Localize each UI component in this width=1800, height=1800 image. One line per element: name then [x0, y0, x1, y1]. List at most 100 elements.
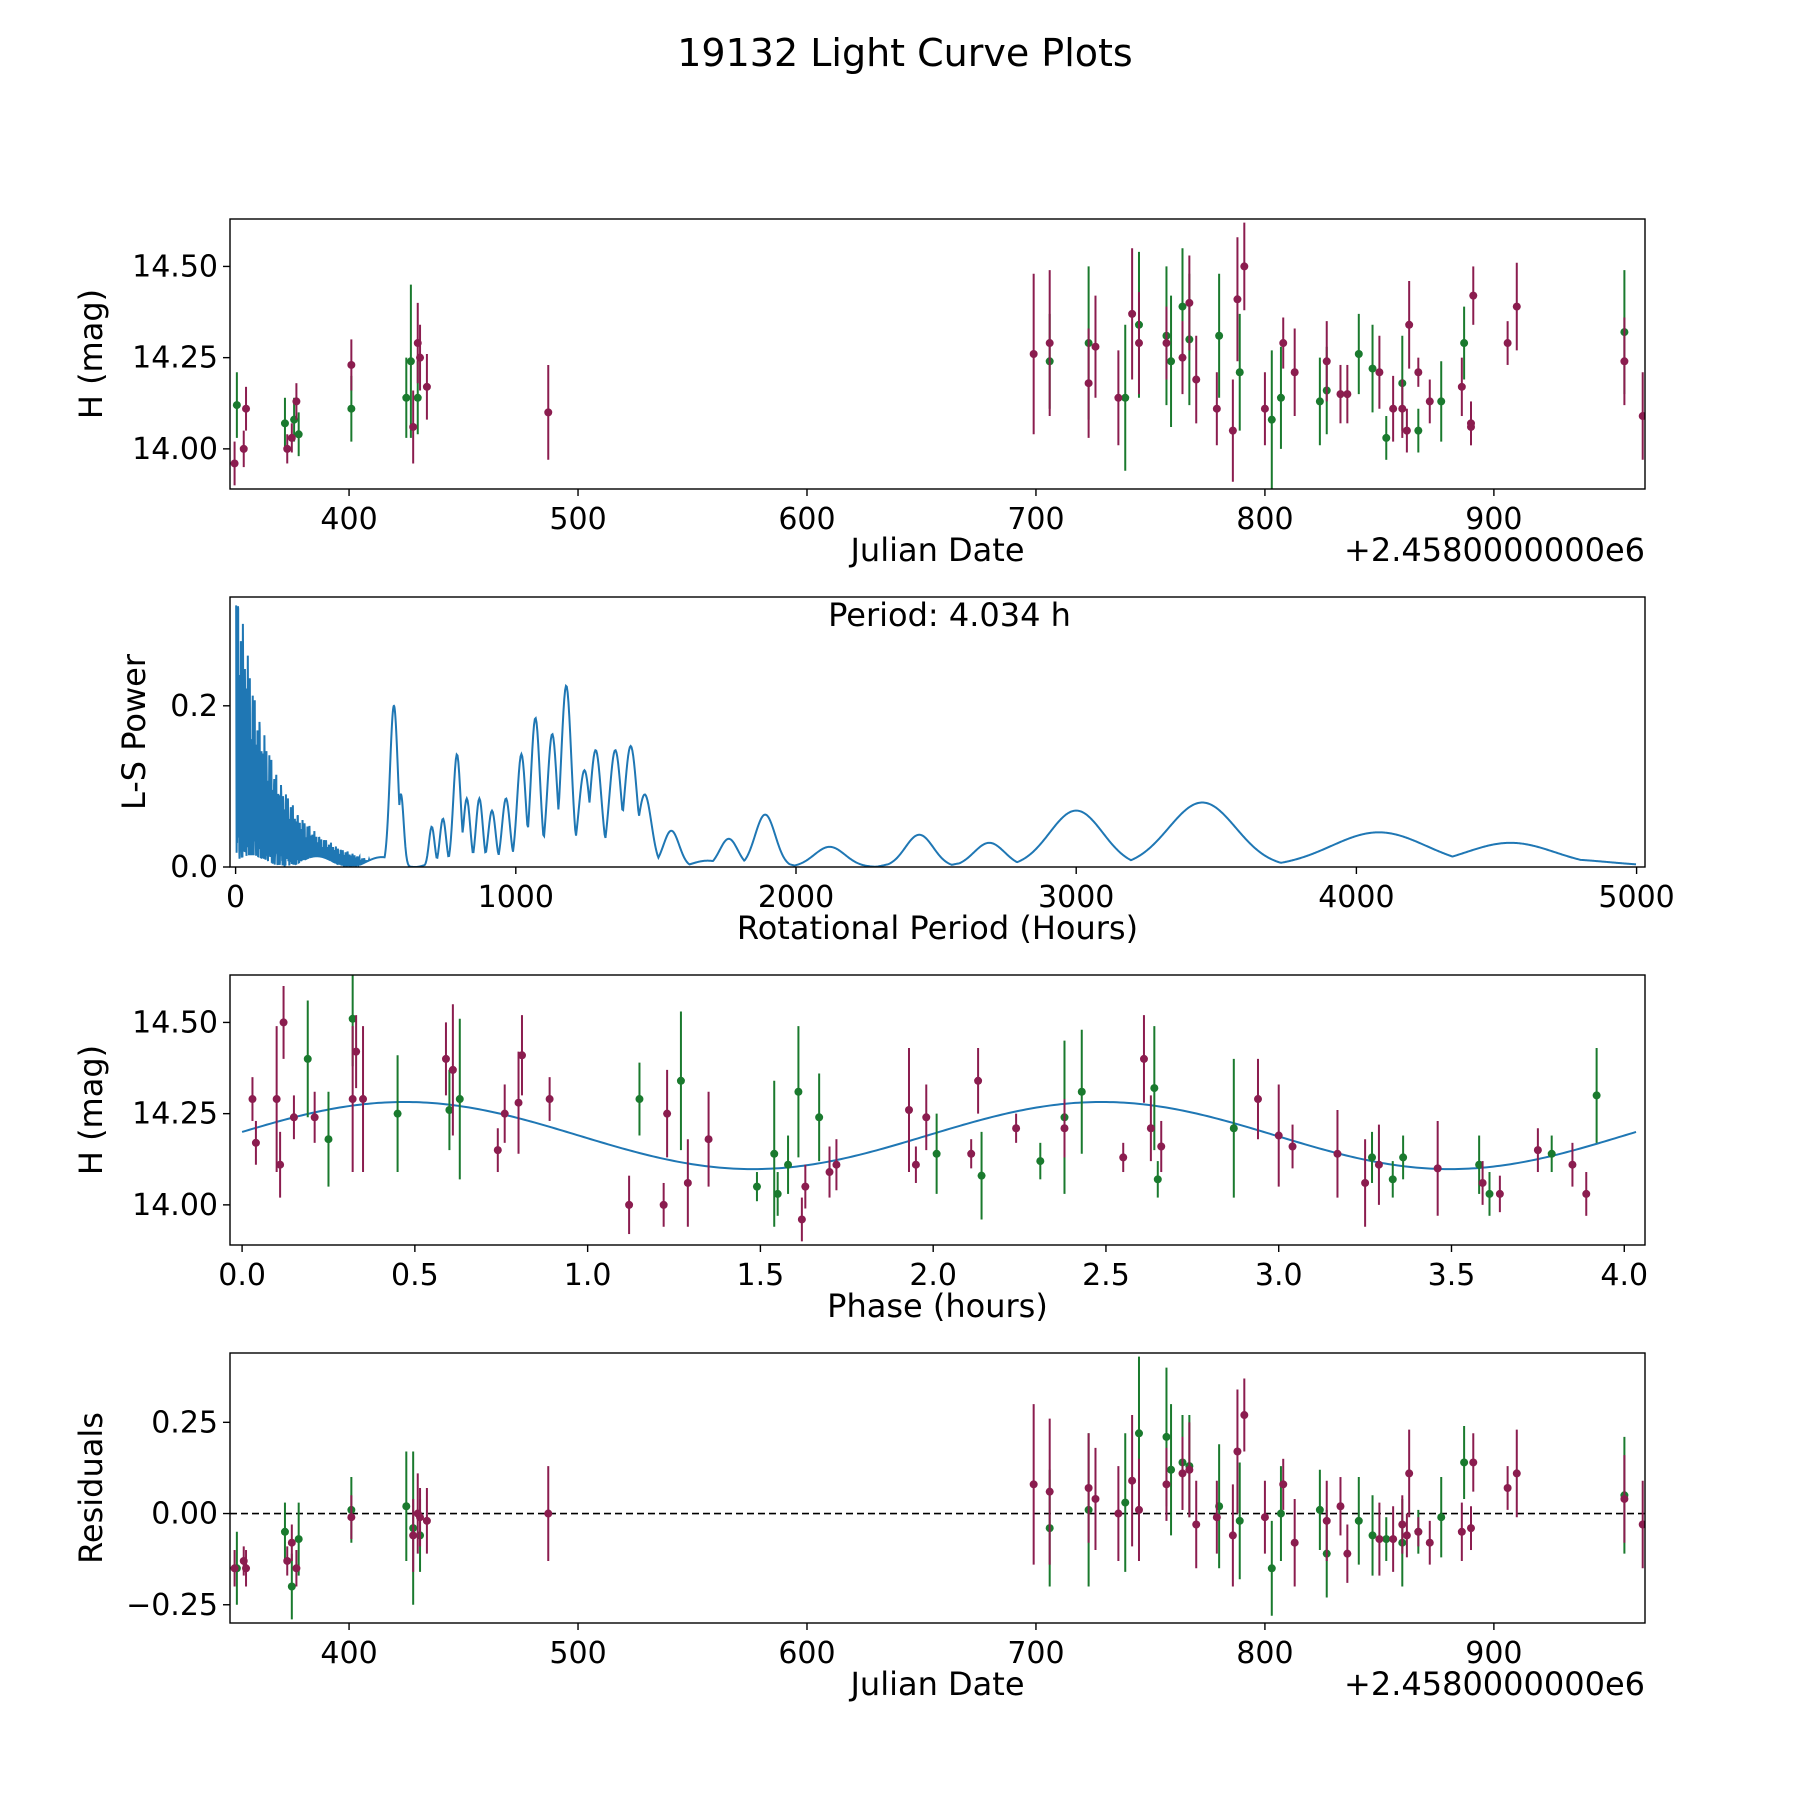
data-point [280, 419, 289, 428]
data-point [773, 1189, 782, 1198]
data-point [406, 357, 415, 366]
data-point [1620, 357, 1629, 366]
x-tick-label: 500 [549, 502, 606, 537]
data-point [1077, 1087, 1086, 1096]
data-point [1192, 375, 1201, 384]
data-point [422, 1516, 431, 1525]
x-tick-label: 900 [1465, 502, 1522, 537]
data-point [1512, 1469, 1521, 1478]
data-point [1212, 404, 1221, 413]
data-point [1267, 415, 1276, 424]
data-point [1399, 1153, 1408, 1162]
x-offset-label: +2.4580000000e6 [1344, 1665, 1645, 1703]
data-point [1157, 1142, 1166, 1151]
data-point [416, 1513, 425, 1522]
data-point [251, 1138, 260, 1147]
data-point [1276, 393, 1285, 402]
data-point [1460, 1458, 1469, 1467]
data-point [1503, 1484, 1512, 1492]
data-point [517, 1051, 526, 1060]
data-point [1235, 368, 1244, 377]
data-point [1437, 397, 1446, 406]
data-point [1375, 368, 1384, 377]
data-point [287, 1538, 296, 1547]
x-tick-label: 500 [549, 1636, 606, 1671]
data-point [1466, 1524, 1475, 1533]
data-point [544, 408, 553, 417]
data-point [1253, 1095, 1262, 1104]
data-point [752, 1182, 761, 1191]
data-point [1228, 426, 1237, 435]
data-point [1402, 1531, 1411, 1540]
data-point [1475, 1160, 1484, 1169]
data-point [1139, 1054, 1148, 1063]
x-tick-label: 1.0 [564, 1258, 612, 1293]
data-point [794, 1087, 803, 1096]
periodogram-frame [229, 596, 1646, 868]
data-point [784, 1160, 793, 1169]
residuals-frame [229, 1352, 1646, 1624]
data-point [1469, 291, 1478, 300]
data-point [287, 1582, 296, 1591]
data-point [348, 1095, 357, 1104]
data-point [1322, 1516, 1331, 1525]
data-point [393, 1109, 402, 1118]
x-tick-label: 2.0 [909, 1258, 957, 1293]
data-point [1368, 1153, 1377, 1162]
data-point [1322, 357, 1331, 366]
data-point [409, 1531, 418, 1540]
data-point [1425, 1538, 1434, 1547]
data-point [1425, 397, 1434, 406]
data-point [1374, 1160, 1383, 1169]
x-tick-label: 600 [778, 502, 835, 537]
y-tick-label: 14.50 [132, 249, 218, 284]
x-axis-label: Rotational Period (Hours) [737, 909, 1138, 947]
x-tick-label: 3.0 [1255, 1258, 1303, 1293]
series-magenta [248, 985, 1591, 1242]
x-tick-label: 700 [1007, 502, 1064, 537]
data-point [1402, 426, 1411, 435]
x-tick-label: 1000 [478, 880, 554, 915]
data-point [1192, 1520, 1201, 1529]
x-tick-label: 900 [1465, 1636, 1522, 1671]
data-point [1368, 1531, 1377, 1540]
x-tick-label: 3000 [1038, 880, 1114, 915]
data-point [683, 1178, 692, 1187]
x-tick-label: 0 [226, 880, 245, 915]
data-point [359, 1095, 368, 1104]
data-point [1128, 309, 1137, 318]
data-point [1134, 339, 1143, 348]
data-point [1288, 1142, 1297, 1151]
y-tick-label: 14.00 [132, 432, 218, 467]
data-point [230, 459, 239, 468]
periodogram-plot-area [235, 605, 1637, 867]
data-point [625, 1200, 634, 1209]
y-axis-label: L-S Power [115, 653, 153, 810]
data-point [676, 1076, 685, 1085]
data-point [347, 404, 356, 413]
data-point [1336, 390, 1345, 399]
x-tick-label: 2000 [758, 880, 834, 915]
data-point [911, 1160, 920, 1169]
data-point [289, 1113, 298, 1122]
x-axis-label: Phase (hours) [827, 1287, 1048, 1325]
x-tick-label: 400 [320, 502, 377, 537]
data-point [832, 1160, 841, 1169]
data-point [232, 401, 241, 410]
data-point [1503, 339, 1512, 348]
residuals-panel: 400 500 600 700 800 900 0.25 0.00 −0.25 Julian Da… [72, 1352, 1646, 1703]
data-point [294, 1535, 303, 1544]
data-point [1582, 1189, 1591, 1198]
data-point [1414, 368, 1423, 377]
x-axis-label: Julian Date [848, 1665, 1024, 1703]
data-point [1389, 1535, 1398, 1544]
data-point [904, 1106, 913, 1114]
data-point [974, 1076, 983, 1085]
x-tick-label: 0.0 [218, 1258, 266, 1293]
data-point [1114, 1509, 1123, 1518]
data-point [1433, 1164, 1442, 1173]
data-point [455, 1095, 464, 1104]
data-point [1233, 295, 1242, 304]
data-point [1389, 404, 1398, 413]
